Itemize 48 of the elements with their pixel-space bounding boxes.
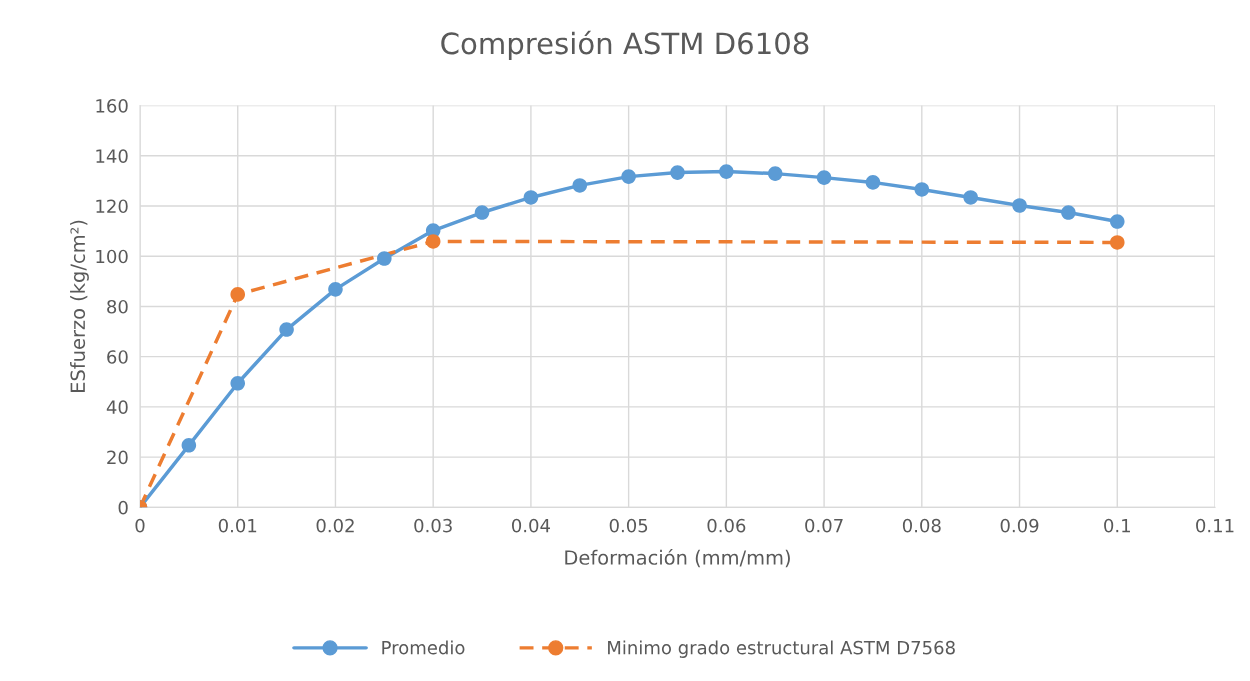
point: [523, 190, 539, 205]
x-tick-label: 0.06: [707, 518, 746, 533]
x-tick-label: 0.04: [512, 518, 550, 533]
x-tick-label: 0.01: [218, 518, 257, 533]
x-tick-label: 0.08: [902, 518, 941, 533]
x-tick-label: 0.11: [1196, 518, 1234, 533]
y-tick-label: 20: [107, 450, 128, 465]
x-tick-label: 0.02: [316, 518, 354, 533]
point: [230, 376, 246, 391]
x-tick-label: 0.03: [414, 518, 452, 533]
point: [1109, 214, 1125, 229]
point: [816, 170, 832, 185]
x-tick-label: 0.1: [1104, 518, 1130, 533]
point: [865, 175, 881, 190]
x-tick-label: 0: [135, 518, 145, 533]
point: [719, 164, 734, 179]
x-tick-label: 0.05: [609, 518, 648, 533]
y-tick-label: 40: [106, 400, 128, 415]
legend-label: Promedio: [382, 640, 465, 655]
x-tick-label: 0.07: [805, 518, 843, 533]
legend-label: Minimo grado estructural ASTM D7568: [608, 640, 955, 658]
point: [1012, 198, 1027, 213]
point: [425, 234, 441, 249]
y-tick-label: 0: [118, 500, 128, 515]
point: [279, 322, 294, 337]
point: [572, 178, 588, 193]
point: [377, 251, 392, 266]
point: [181, 438, 197, 453]
x-axis-title: Deformación (mm/mm): [565, 549, 790, 568]
chart-title: Compresión ASTM D6108: [441, 30, 809, 61]
y-tick-label: 120: [96, 199, 128, 214]
y-tick-label: 80: [107, 299, 128, 314]
point: [1109, 235, 1125, 250]
point: [767, 166, 783, 181]
point: [963, 190, 978, 205]
x-tick-label: 0.09: [1000, 518, 1039, 533]
point: [914, 182, 930, 197]
point: [474, 205, 490, 220]
point: [1061, 205, 1076, 220]
point: [670, 165, 685, 180]
point: [328, 282, 343, 297]
y-tick-label: 60: [107, 350, 128, 364]
y-axis-title: ESfuerzo (kg/cm²): [70, 220, 89, 392]
y-tick-label: 160: [96, 99, 128, 113]
y-tick-label: 100: [96, 249, 128, 264]
point: [621, 169, 636, 184]
point: [230, 287, 246, 302]
y-tick-label: 140: [96, 149, 128, 163]
